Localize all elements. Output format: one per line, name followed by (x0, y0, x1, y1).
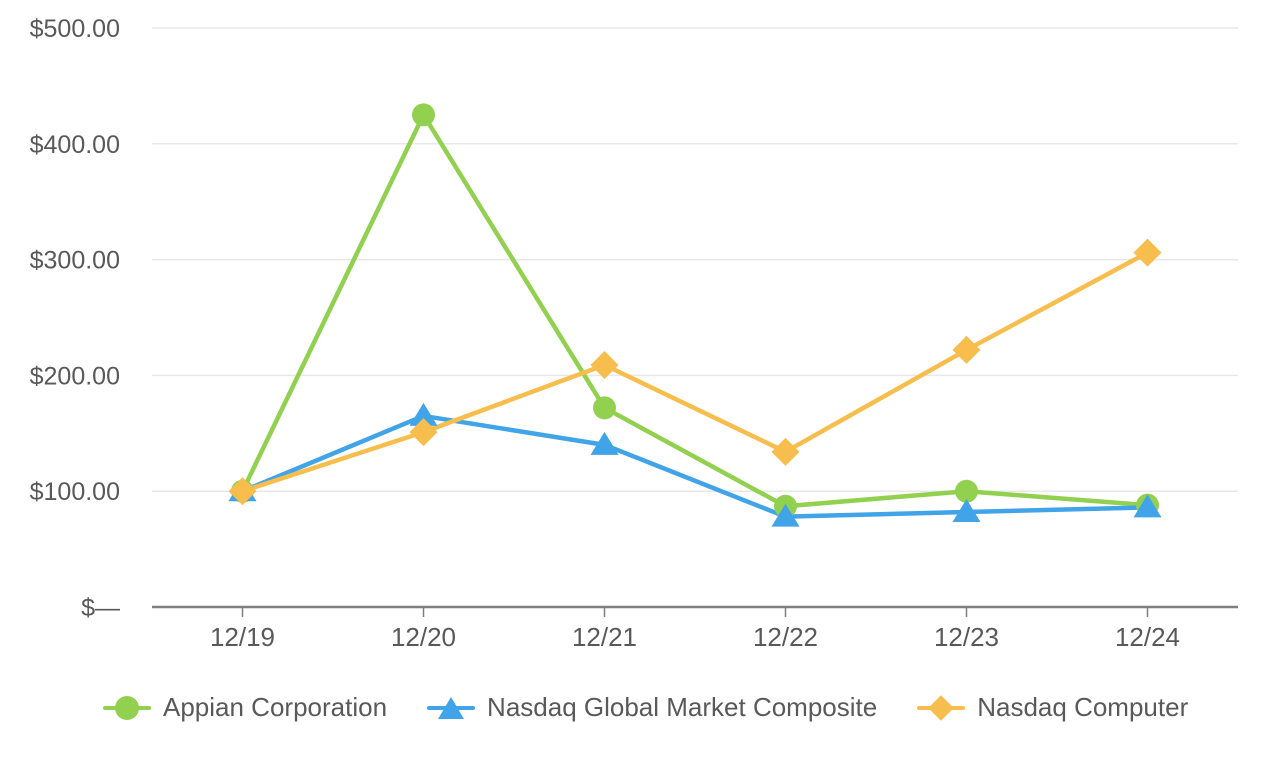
data-point-marker (952, 499, 981, 523)
data-point-marker (593, 396, 616, 420)
legend-label: Appian Corporation (163, 692, 388, 722)
legend-diamond-marker-icon (917, 693, 966, 723)
data-point-marker (771, 503, 800, 527)
x-axis-tick-label: 12/24 (1115, 622, 1180, 652)
legend-item-nasdaq-global-market-composite: Nasdaq Global Market Composite (427, 693, 877, 723)
chart-legend: Appian Corporation Nasdaq Global Market … (0, 680, 1266, 736)
data-point-marker (955, 479, 978, 503)
plot-area: $— $100.00 $200.00 $300.00 $400.00 $500.00 12/… (30, 15, 1238, 652)
x-axis-tick-label: 12/20 (391, 622, 456, 652)
data-point-marker (771, 437, 800, 466)
legend-circle-marker-icon (103, 693, 151, 723)
data-point-marker (952, 335, 981, 364)
data-point-marker (590, 431, 619, 455)
y-axis-tick-label: $100.00 (30, 478, 120, 506)
y-axis-tick-label: $400.00 (30, 131, 120, 159)
series-line-nasdaq-global-market-composite (240, 413, 1150, 519)
data-point-marker (412, 103, 435, 127)
series-line-appian-corporation (240, 112, 1150, 509)
x-axis-tick-label: 12/19 (210, 622, 275, 652)
series-line-nasdaq-computer (240, 250, 1150, 494)
legend-label: Nasdaq Computer (977, 692, 1189, 722)
line-chart: $— $100.00 $200.00 $300.00 $400.00 $500.00 12/… (30, 15, 1238, 652)
y-axis-tick-label: $500.00 (30, 15, 120, 43)
legend-triangle-marker-icon (427, 693, 476, 723)
data-point-marker (1133, 494, 1162, 518)
x-axis-tick-label: 12/21 (572, 622, 637, 652)
y-axis-tick-label: $300.00 (30, 247, 120, 275)
y-axis-tick-label: $200.00 (30, 362, 120, 390)
data-point-marker (590, 350, 619, 379)
data-point-marker (1133, 238, 1162, 267)
legend-label: Nasdaq Global Market Composite (487, 692, 878, 722)
data-point-marker (409, 402, 438, 426)
x-axis-tick-label: 12/23 (934, 622, 999, 652)
x-axis-tick-label: 12/22 (753, 622, 818, 652)
legend-item-nasdaq-computer: Nasdaq Computer (917, 693, 1188, 723)
y-axis-tick-label: $— (81, 594, 120, 622)
data-point-marker (228, 477, 257, 506)
data-point-marker (409, 418, 438, 447)
legend-item-appian-corporation: Appian Corporation (103, 693, 387, 723)
